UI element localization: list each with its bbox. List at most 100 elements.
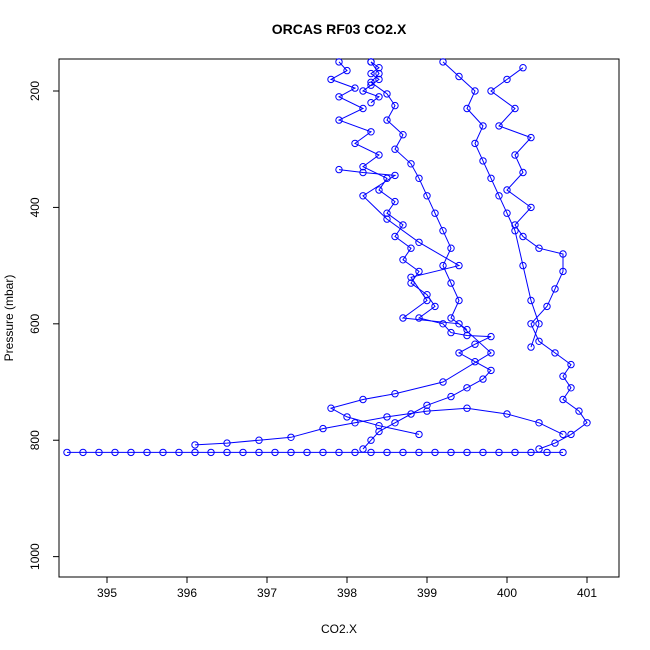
data-point bbox=[375, 427, 383, 436]
data-point bbox=[463, 325, 471, 334]
data-point bbox=[359, 168, 367, 177]
data-point bbox=[391, 419, 399, 427]
data-point bbox=[367, 448, 375, 457]
data-point bbox=[367, 58, 375, 66]
data-point bbox=[367, 81, 375, 89]
data-point bbox=[471, 87, 479, 95]
data-point bbox=[375, 75, 383, 84]
data-point bbox=[455, 261, 463, 270]
data-point bbox=[383, 448, 391, 457]
data-point bbox=[375, 151, 383, 159]
data-point bbox=[535, 320, 543, 328]
data-point bbox=[543, 448, 551, 457]
x-tick-label: 396 bbox=[177, 586, 197, 600]
data-point bbox=[487, 366, 495, 375]
data-point bbox=[527, 320, 535, 328]
data-point bbox=[439, 320, 447, 328]
data-point bbox=[335, 116, 343, 124]
data-point bbox=[527, 343, 535, 351]
data-point bbox=[479, 122, 487, 130]
data-point bbox=[383, 90, 391, 98]
data-point bbox=[375, 186, 383, 194]
data-point bbox=[375, 93, 383, 101]
data-point bbox=[415, 174, 423, 183]
data-point bbox=[551, 349, 559, 357]
x-tick-label: 398 bbox=[337, 586, 357, 600]
data-point bbox=[567, 430, 575, 439]
data-point bbox=[383, 215, 391, 223]
data-point bbox=[559, 372, 567, 380]
data-point bbox=[519, 168, 527, 177]
data-point bbox=[511, 227, 519, 235]
data-point bbox=[407, 279, 415, 287]
data-point bbox=[391, 390, 399, 398]
data-point bbox=[559, 267, 567, 276]
data-point bbox=[471, 139, 479, 148]
data-point bbox=[391, 171, 399, 180]
data-point bbox=[447, 279, 455, 287]
data-point bbox=[423, 291, 431, 299]
data-point bbox=[415, 314, 423, 322]
data-point bbox=[95, 448, 103, 457]
data-point bbox=[335, 165, 343, 174]
data-point bbox=[159, 448, 167, 457]
data-point bbox=[239, 448, 247, 457]
chart-title: ORCAS RF03 CO2.X bbox=[272, 21, 407, 37]
data-point bbox=[367, 436, 375, 444]
data-point bbox=[495, 192, 503, 200]
data-point bbox=[359, 445, 367, 453]
data-point bbox=[559, 395, 567, 404]
data-point bbox=[495, 448, 503, 457]
y-axis: 200 400 600 800 1000 bbox=[28, 81, 59, 570]
data-point bbox=[439, 58, 447, 66]
data-point bbox=[143, 448, 151, 457]
data-point bbox=[383, 413, 391, 421]
x-tick-label: 397 bbox=[257, 586, 277, 600]
data-point bbox=[503, 410, 511, 418]
data-point bbox=[351, 84, 359, 92]
data-point bbox=[535, 337, 543, 345]
y-axis-label: Pressure (mbar) bbox=[2, 275, 16, 362]
data-point bbox=[399, 448, 407, 457]
data-point bbox=[391, 197, 399, 206]
series-line bbox=[329, 61, 492, 450]
data-point bbox=[463, 331, 471, 340]
data-point bbox=[527, 203, 535, 212]
data-point bbox=[351, 448, 359, 457]
data-point bbox=[319, 448, 327, 457]
data-point bbox=[367, 69, 375, 78]
data-point bbox=[479, 375, 487, 383]
data-point bbox=[423, 296, 431, 305]
x-tick-label: 395 bbox=[97, 586, 117, 600]
data-point bbox=[447, 448, 455, 457]
data-point bbox=[375, 64, 383, 72]
data-point bbox=[327, 75, 335, 84]
data-point bbox=[175, 448, 183, 457]
data-point bbox=[359, 104, 367, 113]
data-point bbox=[271, 448, 279, 457]
data-point bbox=[455, 349, 463, 357]
data-point bbox=[191, 448, 199, 457]
data-point bbox=[447, 314, 455, 322]
data-point bbox=[335, 58, 343, 66]
data-point bbox=[415, 430, 423, 439]
data-point bbox=[559, 250, 567, 258]
data-point bbox=[519, 232, 527, 241]
series-line bbox=[194, 407, 564, 446]
data-point bbox=[511, 104, 519, 113]
data-point bbox=[359, 192, 367, 200]
data-point bbox=[407, 273, 415, 281]
y-tick-label: 800 bbox=[28, 430, 42, 450]
data-point bbox=[495, 122, 503, 130]
data-point bbox=[567, 360, 575, 369]
data-point bbox=[447, 244, 455, 252]
data-point bbox=[415, 448, 423, 457]
data-point bbox=[319, 424, 327, 433]
data-point bbox=[335, 448, 343, 457]
data-point bbox=[255, 436, 263, 444]
data-point bbox=[399, 131, 407, 139]
data-point bbox=[527, 133, 535, 142]
data-point bbox=[207, 448, 215, 457]
